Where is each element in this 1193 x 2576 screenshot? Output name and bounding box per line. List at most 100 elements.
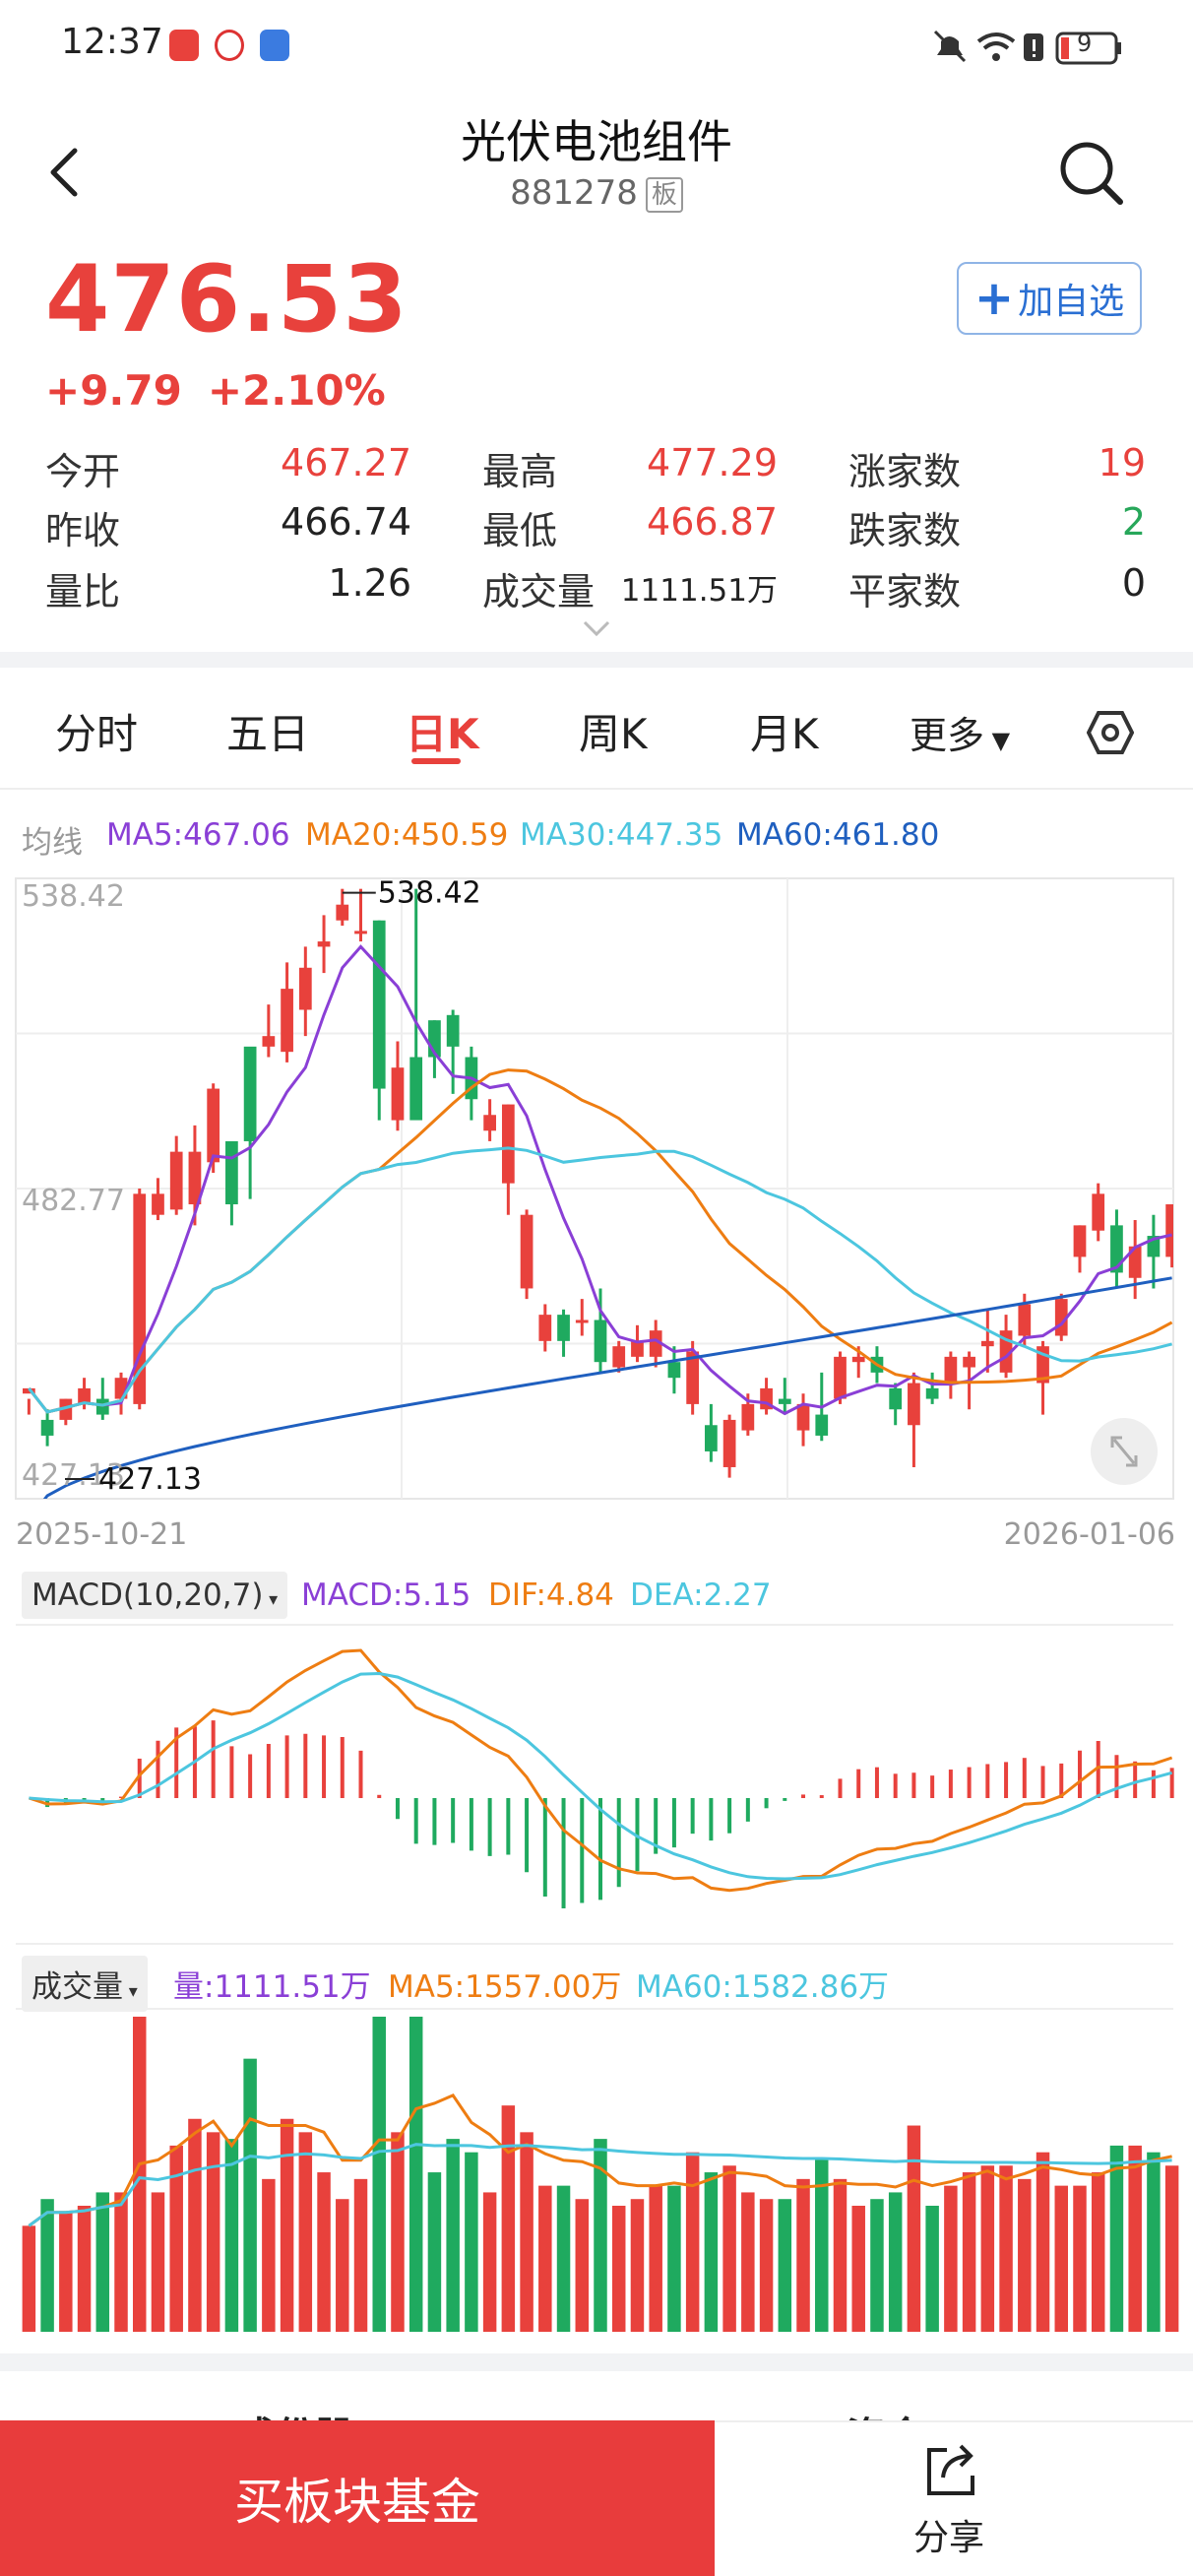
ma30-legend: MA30:447.35 [520, 817, 723, 853]
candle [705, 1425, 718, 1451]
stat-value: 1.26 [328, 561, 411, 605]
ma20-legend: MA20:450.59 [305, 817, 509, 853]
candle [649, 1330, 662, 1357]
ma60-line [42, 1276, 1172, 1499]
kline-chart-area[interactable]: 538.42 482.77 427.13 538.42 427.13 2025-10-21… [0, 867, 1193, 2344]
macd-indicator-selector[interactable]: MACD(10,20,7) ▾ [22, 1572, 288, 1619]
volume-bar [133, 2017, 147, 2332]
volume-bar [815, 2158, 829, 2332]
tab-monthly-k[interactable]: 月K [750, 710, 819, 758]
candle [1128, 1246, 1142, 1278]
active-tab-indicator [411, 758, 461, 764]
candle [243, 1046, 257, 1141]
app-notification-icon [215, 30, 244, 61]
stat-label: 平家数 [848, 570, 962, 613]
expand-icon-arrow [1110, 1436, 1122, 1448]
price-change: +9.79 +2.10% [45, 366, 386, 415]
candle [686, 1351, 700, 1404]
search-icon[interactable] [1051, 133, 1130, 212]
share-button[interactable] [715, 2420, 1193, 2576]
volume-bar [353, 2178, 368, 2332]
stat-label: 成交量 [482, 570, 596, 613]
candle [980, 1340, 994, 1347]
candle [317, 941, 331, 947]
volume-bar [667, 2185, 681, 2332]
share-label: 分享 [913, 2518, 985, 2558]
stat-label: 量比 [45, 570, 121, 613]
candle [298, 967, 312, 1010]
volume-bar [907, 2125, 921, 2332]
tab-intraday[interactable]: 分时 [55, 710, 139, 758]
volume-bar [151, 2192, 165, 2332]
ma5-legend: MA5:467.06 [106, 817, 290, 853]
candle [354, 931, 367, 934]
caret-down-icon: ▾ [263, 1589, 279, 1610]
candle [336, 904, 349, 921]
min-price-label: 427.13 [98, 1462, 202, 1497]
volume-label: 成交量 [31, 1969, 123, 2005]
chevron-down-icon[interactable] [583, 618, 610, 638]
tab-five-day[interactable]: 五日 [226, 710, 310, 758]
candle [372, 920, 386, 1089]
mute-icon [933, 30, 967, 63]
plus-icon: + [973, 271, 1015, 326]
stat-value: 467.27 [281, 441, 411, 484]
candle [95, 1398, 109, 1415]
candle [1092, 1193, 1105, 1231]
macd-label: MACD(10,20,7) [31, 1578, 264, 1613]
dif-value: DIF:4.84 [488, 1578, 614, 1613]
index-code: 881278 [510, 173, 638, 213]
expand-icon-arrow [1112, 1439, 1136, 1464]
volume-bar [372, 2017, 386, 2332]
volume-bar [40, 2199, 54, 2332]
dif-line [28, 1648, 1173, 1893]
volume-bar [704, 2172, 719, 2332]
volume-indicator-selector[interactable]: 成交量 ▾ [22, 1956, 148, 2012]
candle [1018, 1304, 1032, 1336]
volume-bar [594, 2139, 607, 2332]
candle [391, 1067, 405, 1121]
tab-weekly-k[interactable]: 周K [579, 710, 648, 758]
change-value: +9.79 [45, 366, 182, 415]
app-notification-icon [169, 30, 199, 61]
candle [520, 1214, 534, 1289]
volume-bar [1091, 2172, 1105, 2332]
volume-bar [888, 2192, 903, 2332]
stat-label: 今开 [45, 450, 121, 493]
volume-bar [77, 2206, 92, 2332]
settings-icon[interactable] [1087, 709, 1134, 756]
buy-sector-fund-button[interactable]: 买板块基金 [0, 2420, 715, 2576]
volume-bar [538, 2185, 552, 2332]
volume-bar [1128, 2145, 1142, 2332]
volume-bar [114, 2192, 128, 2332]
volume-bar [962, 2172, 976, 2332]
candle [575, 1320, 589, 1323]
back-icon[interactable] [39, 133, 98, 212]
add-watchlist-button[interactable]: + 加自选 [957, 262, 1142, 335]
candle [722, 1419, 736, 1467]
volume-value: 量:1111.51万 [173, 1969, 371, 2005]
volume-bar [1036, 2152, 1050, 2332]
caret-down-icon: ▾ [123, 1981, 138, 2002]
volume-bar [1018, 2178, 1032, 2332]
volume-bar [317, 2172, 331, 2332]
candle [501, 1104, 515, 1184]
tab-daily-k[interactable]: 日K [406, 710, 479, 758]
stat-label: 昨收 [45, 509, 121, 552]
candle [133, 1193, 147, 1404]
volume-bar [722, 2165, 736, 2332]
volume-bar [759, 2199, 774, 2332]
candle [40, 1419, 54, 1436]
volume-bar [980, 2165, 995, 2332]
candle [225, 1140, 238, 1205]
candle [594, 1320, 607, 1363]
max-price-label: 538.42 [378, 876, 481, 911]
volume-bar [59, 2212, 73, 2332]
stat-label: 最高 [482, 450, 558, 493]
tab-more[interactable]: 更多 ▼ [910, 705, 1010, 759]
volume-ma60-line [28, 2143, 1172, 2227]
volume-bar [446, 2139, 460, 2332]
stat-value: 2 [1121, 500, 1146, 544]
caret-down-icon: ▼ [984, 727, 1011, 754]
volume-bar [630, 2199, 645, 2332]
